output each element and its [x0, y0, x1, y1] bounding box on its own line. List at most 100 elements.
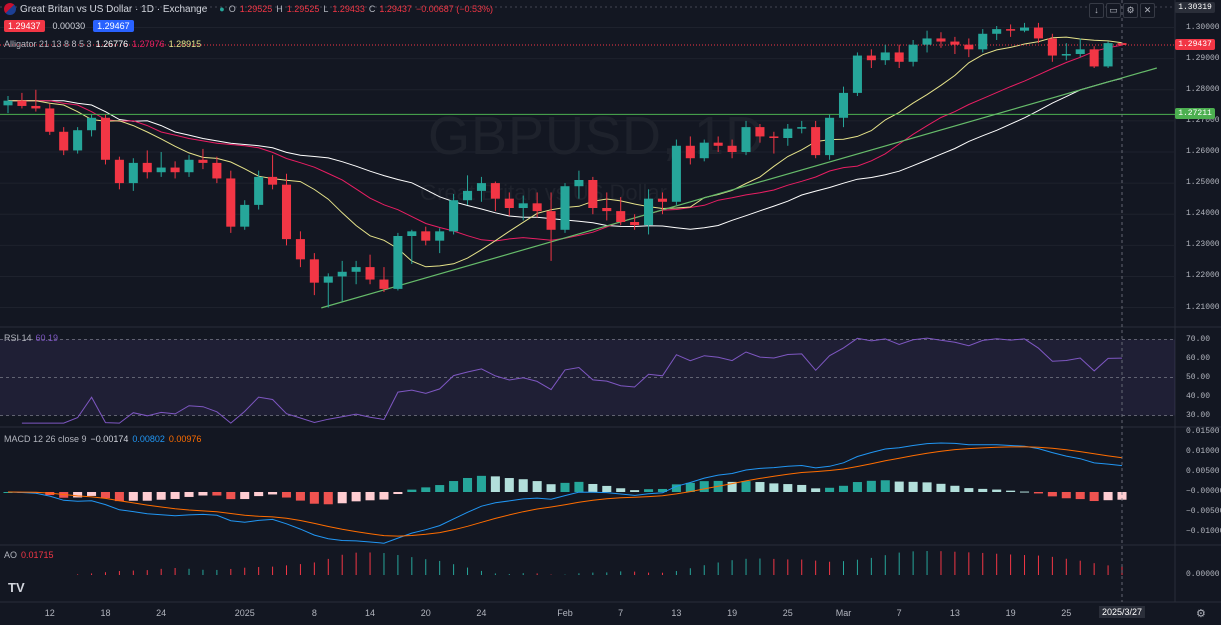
candle-body: [741, 127, 751, 152]
rsi-label: RSI 14: [4, 333, 32, 343]
macd-histogram-bar: [978, 488, 988, 492]
macd-histogram-bar: [309, 492, 319, 504]
alligator-lips-value: 1.28915: [168, 39, 202, 49]
time-tick-label: 18: [100, 608, 111, 618]
candle-body: [87, 117, 97, 131]
price-tick-label: 1.21000: [1186, 302, 1220, 312]
candle-body: [379, 279, 389, 289]
status-dot-icon: ●: [219, 4, 225, 14]
time-tick-label: 12: [44, 608, 55, 618]
macd-histogram-bar: [685, 482, 695, 492]
macd-histogram-bar: [504, 478, 514, 492]
macd-histogram-bar: [114, 492, 124, 502]
candle-body: [685, 145, 695, 159]
macd-histogram-bar: [657, 488, 668, 492]
alligator-legend[interactable]: Alligator 21 13 8 8 5 3 1.26776 1.27976 …: [4, 39, 201, 49]
candle-body: [435, 231, 445, 241]
close-icon[interactable]: ✕: [1140, 3, 1155, 18]
macd-histogram-bar: [393, 492, 403, 495]
alligator-label: Alligator 21 13 8 8 5 3: [4, 39, 92, 49]
macd-histogram-bar: [1089, 492, 1099, 502]
macd-histogram-bar: [894, 481, 904, 492]
candle-body: [546, 211, 556, 230]
tradingview-logo-icon[interactable]: TV: [8, 580, 25, 595]
candle-body: [727, 145, 737, 152]
candle-body: [393, 236, 403, 289]
ohlc-c-label: C: [368, 4, 376, 14]
macd-histogram-bar: [908, 481, 918, 492]
candle-body: [407, 231, 417, 236]
candle-body: [936, 38, 946, 42]
macd-histogram-bar: [644, 489, 654, 492]
time-tick-label: 13: [671, 608, 682, 618]
macd-histogram-bar: [852, 482, 862, 492]
candle-body: [532, 203, 542, 212]
macd-histogram-bar: [616, 488, 626, 492]
settings-icon[interactable]: ⚙: [1123, 3, 1138, 18]
ohlc-o-label: O: [228, 4, 236, 14]
macd-histogram-bar: [811, 488, 821, 492]
macd-histogram-bar: [198, 492, 208, 496]
sell-price-button[interactable]: 1.29437: [4, 20, 45, 32]
candle-body: [755, 127, 765, 137]
macd-histogram-bar: [769, 483, 779, 492]
ohlc-h-label: H: [276, 4, 283, 14]
macd-histogram-bar: [588, 483, 598, 492]
candle-body: [365, 267, 375, 280]
price-tick-label: 1.23000: [1186, 240, 1220, 250]
macd-histogram-bar: [156, 492, 166, 500]
macd-histogram-bar: [351, 492, 361, 502]
symbol-title[interactable]: Great Britan vs US Dollar · 1D · Exchang…: [20, 3, 208, 15]
macd-histogram-bar: [797, 484, 807, 492]
macd-legend[interactable]: MACD 12 26 close 9 −0.00174 0.00802 0.00…: [4, 434, 201, 444]
macd-histogram-bar: [671, 484, 681, 492]
macd-histogram-bar: [462, 477, 473, 492]
candle-body: [59, 131, 69, 151]
macd-histogram-bar: [630, 490, 640, 492]
ao-legend[interactable]: AO 0.01715: [4, 550, 54, 560]
maximize-icon[interactable]: ▭: [1106, 3, 1121, 18]
macd-histogram-bar: [476, 475, 486, 492]
ao-label: AO: [4, 550, 18, 560]
candle-body: [17, 100, 27, 106]
macd-histogram-bar: [532, 481, 542, 492]
candle-body: [825, 117, 835, 156]
rsi-legend[interactable]: RSI 14 60.19: [4, 333, 58, 343]
macd-histogram-bar: [964, 488, 974, 492]
candle-body: [254, 176, 264, 205]
macd-histogram-bar: [992, 489, 1002, 492]
down-arrow-icon[interactable]: ↓: [1089, 3, 1104, 18]
macd-histogram-bar: [741, 481, 751, 492]
rsi-tick-label: 50.00: [1186, 372, 1211, 382]
candle-body: [476, 183, 486, 191]
ohlc-open: 1.29525: [239, 4, 273, 14]
candle-body: [950, 41, 960, 45]
buy-price-button[interactable]: 1.29467: [93, 20, 134, 32]
ao-tick-label: 0.00000: [1186, 570, 1220, 579]
candle-body: [783, 128, 793, 138]
spread-value: 0.00030: [52, 21, 86, 31]
candle-body: [852, 55, 862, 93]
macd-histogram-bar: [281, 492, 292, 498]
ohlc-high: 1.29525: [286, 4, 320, 14]
macd-label: MACD 12 26 close 9: [4, 434, 87, 444]
candle-body: [671, 145, 681, 202]
macd-histogram-bar: [337, 492, 347, 504]
candle-body: [337, 271, 347, 277]
candle-body: [462, 190, 473, 201]
time-tick-label: 20: [420, 608, 431, 618]
macd-histogram-bar: [602, 485, 612, 492]
macd-histogram-bar: [128, 492, 138, 501]
macd-histogram-bar: [1019, 491, 1030, 493]
candle-body: [114, 159, 124, 184]
time-tick-label: 2025: [234, 608, 255, 618]
current-price-label: 1.29437: [1175, 38, 1215, 50]
candle-body: [421, 231, 431, 241]
candle-body: [657, 198, 668, 202]
macd-histogram-bar: [295, 492, 305, 501]
axis-settings-icon[interactable]: ⚙: [1196, 608, 1206, 620]
ohlc-l-label: L: [323, 4, 329, 14]
price-tick-label: 1.25000: [1186, 178, 1220, 188]
macd-histogram-bar: [212, 492, 222, 496]
macd-histogram-bar: [323, 492, 333, 505]
